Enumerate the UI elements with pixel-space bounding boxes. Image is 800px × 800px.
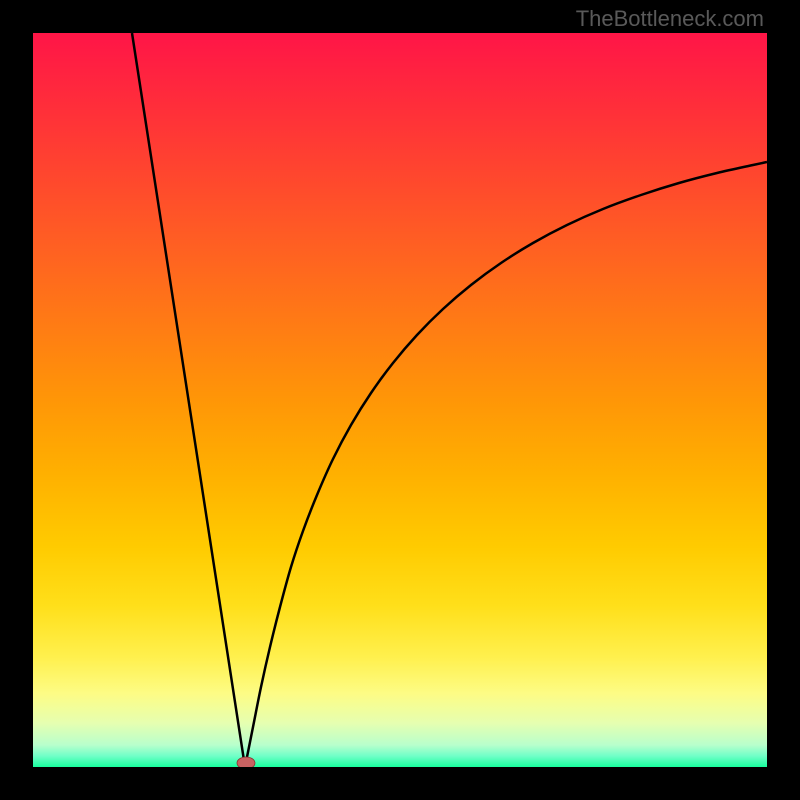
minimum-marker xyxy=(237,757,255,767)
plot-area xyxy=(33,33,767,767)
curve-layer xyxy=(33,33,767,767)
chart-container: TheBottleneck.com xyxy=(0,0,800,800)
watermark-text: TheBottleneck.com xyxy=(576,6,764,32)
bottleneck-curve xyxy=(132,33,767,767)
